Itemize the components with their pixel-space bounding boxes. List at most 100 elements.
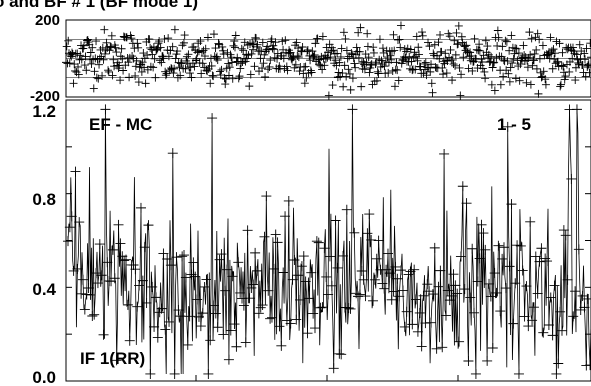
bottom-data-point: [180, 272, 191, 283]
bottom-data-point: [96, 270, 107, 281]
bottom-data-point: [89, 309, 100, 320]
top-data-point: [434, 38, 443, 47]
top-data-point: [134, 78, 143, 87]
top-data-point: [559, 62, 568, 71]
bottom-data-point: [119, 255, 130, 266]
top-panel: 200 -200: [30, 12, 591, 105]
bottom-data-point: [63, 236, 73, 247]
top-data-point: [156, 43, 165, 52]
bottom-data-point: [435, 265, 446, 276]
bottom-data-point: [394, 291, 405, 302]
top-data-point: [341, 34, 350, 43]
bottom-data-point: [190, 271, 201, 282]
bottom-data-point: [169, 368, 180, 379]
top-data-point: [271, 38, 280, 47]
top-data-point: [282, 62, 291, 71]
top-data-point: [185, 69, 194, 78]
top-data-point: [487, 80, 496, 89]
top-data-point: [292, 38, 301, 47]
bottom-data-point: [218, 329, 229, 340]
bottom-data-point: [137, 275, 148, 286]
top-data-point: [264, 45, 273, 54]
bottom-data-point: [184, 311, 195, 322]
bottom-data-point: [203, 368, 214, 379]
top-data-point: [525, 28, 534, 37]
top-data-point: [422, 71, 431, 80]
top-data-point: [468, 66, 477, 75]
top-data-point: [318, 65, 327, 74]
bottom-data-point: [369, 274, 380, 285]
top-data-point: [355, 47, 364, 56]
top-data-point: [252, 42, 261, 51]
bottom-data-point: [216, 249, 227, 260]
bottom-data-point: [495, 306, 506, 317]
bottom-data-point: [302, 328, 313, 339]
top-data-point: [187, 73, 196, 82]
top-data-point: [107, 42, 116, 51]
top-data-point: [259, 59, 268, 68]
bottom-data-point: [102, 257, 113, 268]
top-data-point: [116, 76, 125, 85]
top-data-point: [538, 41, 547, 50]
top-data-point: [523, 63, 532, 72]
top-data-point: [504, 69, 513, 78]
bottom-data-point: [538, 327, 549, 338]
bottom-data-point: [525, 216, 536, 227]
bottom-data-point: [113, 219, 124, 230]
top-data-point: [119, 66, 128, 75]
bottom-data-point: [272, 237, 283, 248]
bottom-data-point: [295, 294, 306, 305]
bottom-data-point: [270, 229, 281, 240]
bottom-data-point: [165, 260, 176, 271]
top-data-point: [363, 42, 372, 51]
top-data-point: [218, 42, 227, 51]
top-data-point: [490, 86, 499, 95]
top-data-point: [424, 38, 433, 47]
top-data-point: [515, 76, 524, 85]
top-data-point: [157, 58, 166, 67]
top-data-point: [455, 63, 464, 72]
top-data-point: [298, 43, 307, 52]
top-data-point: [306, 66, 315, 75]
top-data-point: [164, 34, 173, 43]
bottom-data-point: [429, 242, 440, 253]
bottom-data-point: [418, 290, 429, 301]
top-data-point: [384, 68, 393, 77]
bottom-data-point: [377, 278, 388, 289]
top-data-point: [374, 69, 383, 78]
top-data-point: [279, 54, 288, 63]
bottom-data-point: [401, 306, 412, 317]
bottom-data-point: [283, 195, 294, 206]
bottom-data-point: [276, 340, 287, 351]
top-data-point: [264, 65, 273, 74]
bottom-data-point: [515, 240, 526, 251]
top-data-point: [451, 50, 460, 59]
top-data-point: [339, 28, 348, 37]
bottom-data-point: [214, 254, 225, 265]
top-data-point: [443, 56, 452, 65]
top-data-point: [104, 67, 113, 76]
top-data-point: [224, 59, 233, 68]
top-data-point: [375, 35, 384, 44]
top-data-point: [362, 58, 371, 67]
bottom-data-point: [368, 295, 379, 306]
bottom-data-point: [484, 278, 495, 289]
top-data-point: [411, 65, 420, 74]
top-data-point: [511, 44, 520, 53]
bottom-ytick-label-0.0: 0.0: [32, 368, 56, 386]
top-data-point: [258, 38, 267, 47]
bottom-data-point: [388, 286, 399, 297]
top-data-point: [316, 61, 325, 70]
top-data-point: [451, 61, 460, 70]
bottom-data-point: [396, 265, 407, 276]
bottom-data-point: [225, 325, 236, 336]
top-data-point: [354, 53, 363, 62]
top-data-point: [368, 80, 377, 89]
top-data-point: [436, 30, 445, 39]
top-data-point: [81, 52, 90, 61]
bottom-data-point: [513, 368, 524, 379]
top-data-point: [256, 54, 265, 63]
bottom-data-point: [585, 360, 591, 371]
bottom-data-point: [532, 288, 543, 299]
bottom-data-point: [199, 281, 210, 292]
